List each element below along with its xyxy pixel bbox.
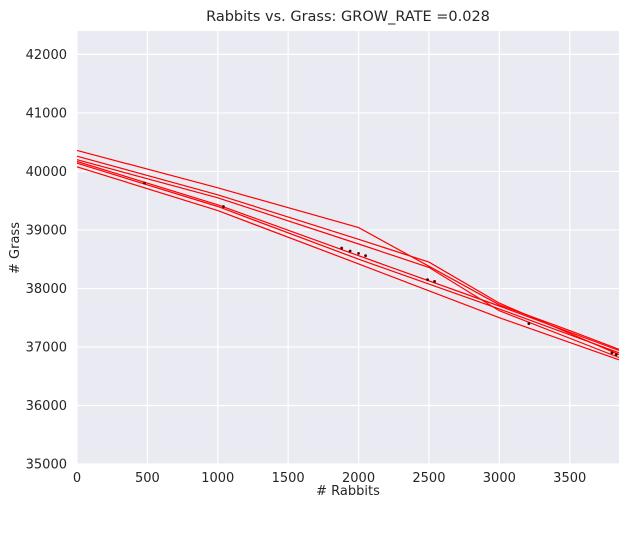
contour-line xyxy=(76,162,620,354)
x-tick-label: 2500 xyxy=(412,471,445,486)
y-tick-label: 40000 xyxy=(26,165,67,180)
x-tick-label: 1000 xyxy=(201,471,234,486)
y-tick-label: 36000 xyxy=(26,399,67,414)
x-tick-label: 500 xyxy=(135,471,160,486)
x-axis-ticks: 0 500 1000 1500 2000 2500 3000 3500 xyxy=(73,471,586,486)
chart-title: Rabbits vs. Grass: GROW_RATE =0.028 xyxy=(206,9,490,25)
contour-point xyxy=(340,246,344,250)
x-axis-label: # Rabbits xyxy=(316,484,380,499)
y-tick-label: 37000 xyxy=(26,340,67,355)
grid-lines xyxy=(76,31,619,465)
contour-point xyxy=(222,205,225,208)
x-tick-label: 0 xyxy=(73,471,81,486)
series-lines xyxy=(76,149,620,361)
y-tick-label: 41000 xyxy=(26,106,67,121)
y-tick-label: 39000 xyxy=(26,223,67,238)
contour-point xyxy=(357,251,360,255)
y-tick-label: 35000 xyxy=(26,458,67,473)
plot-area xyxy=(77,31,619,464)
x-tick-label: 3500 xyxy=(553,471,586,486)
y-tick-label: 42000 xyxy=(26,48,67,63)
contour-point xyxy=(426,278,429,282)
contour-point xyxy=(527,322,531,325)
contour-point xyxy=(143,181,146,185)
contour-line xyxy=(76,159,620,359)
contour-line xyxy=(76,166,620,361)
contour-points xyxy=(143,181,618,356)
y-axis-ticks: 35000 36000 37000 38000 39000 40000 41000 42000 xyxy=(26,48,67,473)
x-tick-label: 2000 xyxy=(342,471,375,486)
contour-point xyxy=(364,254,367,258)
y-axis-label: # Grass xyxy=(8,222,23,274)
x-tick-label: 3000 xyxy=(483,471,516,486)
contour-point xyxy=(614,353,618,356)
contour-point xyxy=(433,280,436,283)
contour-line xyxy=(76,155,620,356)
x-tick-label: 1500 xyxy=(272,471,305,486)
y-tick-label: 38000 xyxy=(26,282,67,297)
contour-point xyxy=(348,249,352,253)
contour-line xyxy=(76,160,620,352)
contour-line xyxy=(76,149,620,350)
contour-point xyxy=(610,351,614,355)
